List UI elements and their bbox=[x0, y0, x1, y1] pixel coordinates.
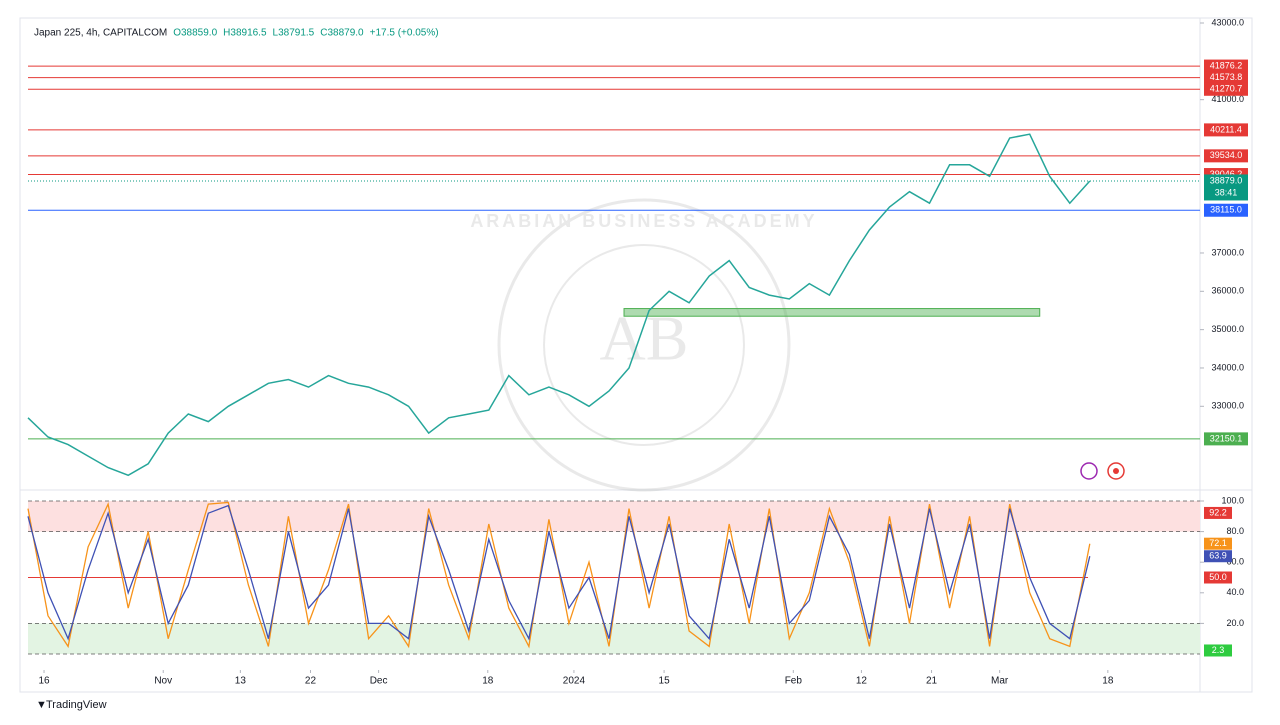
current-price-label: 38879.0 bbox=[1210, 175, 1243, 185]
last-value-label: 63.9 bbox=[1209, 551, 1227, 561]
band bbox=[28, 623, 1200, 654]
x-tick-label: 22 bbox=[305, 676, 317, 687]
level-box bbox=[1204, 123, 1248, 137]
x-tick-label: 18 bbox=[1102, 676, 1114, 687]
marker-box bbox=[1204, 644, 1232, 657]
y-tick-label: 100.0 bbox=[1221, 495, 1244, 505]
watermark-text: ARABIAN BUSINESS ACADEMY bbox=[470, 211, 817, 231]
x-tick-label: 16 bbox=[38, 676, 50, 687]
level-label: 39046.2 bbox=[1210, 169, 1243, 179]
quote: H38916.5 bbox=[223, 28, 267, 39]
last-value-box bbox=[1204, 537, 1232, 550]
watermark-ring-inner bbox=[543, 244, 745, 446]
y-tick-label: 36000.0 bbox=[1211, 286, 1244, 296]
record-dot bbox=[1113, 468, 1119, 474]
last-value-box bbox=[1204, 550, 1232, 563]
band bbox=[28, 501, 1200, 532]
current-price-box bbox=[1204, 174, 1248, 201]
record-icon[interactable] bbox=[1107, 462, 1125, 480]
marker-label: 2.3 bbox=[1212, 645, 1225, 655]
series-line bbox=[27, 133, 1091, 477]
x-tick-label: 15 bbox=[659, 676, 671, 687]
y-tick-label: 37000.0 bbox=[1211, 247, 1244, 257]
x-tick-label: 2024 bbox=[563, 676, 586, 687]
watermark: AB bbox=[600, 303, 689, 374]
x-tick-label: 12 bbox=[856, 676, 868, 687]
quote: L38791.5 bbox=[273, 28, 315, 39]
x-tick-label: Feb bbox=[785, 676, 803, 687]
y-tick-label: 40.0 bbox=[1226, 587, 1244, 597]
level-label: 32150.1 bbox=[1210, 433, 1243, 443]
level-box bbox=[1204, 149, 1248, 163]
level-label: 41270.7 bbox=[1210, 84, 1243, 94]
y-tick-label: 34000.0 bbox=[1211, 362, 1244, 372]
x-tick-label: Nov bbox=[154, 676, 172, 687]
series-line bbox=[27, 504, 1091, 641]
marker-label: 92.2 bbox=[1209, 507, 1227, 517]
footer: TradingView bbox=[46, 699, 107, 711]
zone bbox=[623, 308, 1041, 317]
x-tick-label: Mar bbox=[991, 676, 1009, 687]
marker-label: 50.0 bbox=[1209, 572, 1227, 582]
y-tick-label: 35000.0 bbox=[1211, 324, 1244, 334]
y-tick-label: 43000.0 bbox=[1211, 17, 1244, 27]
chart-title: Japan 225, 4h, CAPITALCOM bbox=[34, 28, 167, 39]
x-tick-label: 18 bbox=[482, 676, 494, 687]
last-value-label: 72.1 bbox=[1209, 538, 1227, 548]
change: +17.5 (+0.05%) bbox=[370, 28, 439, 39]
level-box bbox=[1204, 71, 1248, 85]
level-label: 41573.8 bbox=[1210, 72, 1243, 82]
x-tick-label: Dec bbox=[370, 676, 388, 687]
quote: C38879.0 bbox=[320, 28, 364, 39]
frame bbox=[19, 17, 1253, 693]
y-tick-label: 60.0 bbox=[1226, 557, 1244, 567]
quote: O38859.0 bbox=[173, 28, 217, 39]
y-tick-label: 20.0 bbox=[1226, 618, 1244, 628]
level-label: 39534.0 bbox=[1210, 150, 1243, 160]
footer-logo: ▼ bbox=[36, 699, 47, 711]
x-tick-label: 21 bbox=[926, 676, 938, 687]
watermark-ring bbox=[497, 198, 791, 492]
level-label: 41876.2 bbox=[1210, 60, 1243, 70]
marker-box bbox=[1204, 506, 1232, 519]
y-tick-label: 80.0 bbox=[1226, 526, 1244, 536]
level-label: 38115.0 bbox=[1210, 205, 1242, 215]
marker-box bbox=[1204, 571, 1232, 584]
level-box bbox=[1204, 59, 1248, 73]
level-box bbox=[1204, 203, 1248, 217]
level-label: 40211.4 bbox=[1210, 124, 1242, 134]
alert-icon[interactable] bbox=[1080, 462, 1098, 480]
y-tick-label: 41000.0 bbox=[1211, 94, 1244, 104]
x-tick-label: 13 bbox=[235, 676, 247, 687]
watermark-layer: AB ARABIAN BUSINESS ACADEMY bbox=[470, 198, 817, 492]
level-box bbox=[1204, 82, 1248, 96]
y-tick-label: 33000.0 bbox=[1211, 401, 1244, 411]
countdown: 38:41 bbox=[1215, 187, 1238, 197]
level-box bbox=[1204, 432, 1248, 446]
